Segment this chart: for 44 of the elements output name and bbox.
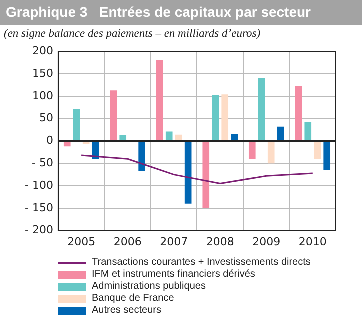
bar <box>258 78 266 140</box>
y-tick-label: 0 <box>46 134 54 148</box>
bar <box>248 142 256 160</box>
x-tick-label: 2007 <box>160 235 188 248</box>
x-tick-label: 2010 <box>298 235 327 248</box>
y-tick-label: - 200 <box>24 224 54 237</box>
y-tick-label: - 100 <box>24 178 54 192</box>
bar <box>138 142 146 172</box>
bar <box>184 142 192 204</box>
x-tick-label: 2005 <box>68 235 96 248</box>
bar <box>110 90 118 140</box>
bar <box>222 94 229 140</box>
bar <box>166 132 173 140</box>
legend-label: Administrations publiques <box>92 281 206 293</box>
bar <box>231 134 238 140</box>
bar <box>82 142 90 144</box>
bar <box>295 86 302 140</box>
y-tick-label: 50 <box>39 112 54 125</box>
y-tick-label: 150 <box>32 66 54 80</box>
x-tick-label: 2006 <box>114 235 142 248</box>
y-tick-label: 100 <box>32 89 54 102</box>
bar <box>175 134 182 140</box>
bar <box>202 142 210 208</box>
y-tick-label: - 50 <box>32 156 54 170</box>
bar <box>156 60 164 140</box>
bar <box>324 142 331 170</box>
legend-label: IFM et instruments financiers dérivés <box>92 269 256 281</box>
x-tick-label: 2009 <box>252 235 281 248</box>
legend-label: Banque de France <box>92 293 174 305</box>
bar <box>73 108 80 140</box>
y-tick-label: - 150 <box>24 201 54 214</box>
bar <box>314 142 322 160</box>
bar <box>120 135 127 140</box>
chart-title: Graphique 3 Entrées de capitaux par secteur <box>0 0 362 25</box>
chart-subtitle: (en signe balance des paiements – en milliards d’euros) <box>3 27 262 40</box>
legend-label: Transactions courantes + Investissements directs <box>92 257 311 269</box>
bar <box>304 122 312 140</box>
legend-label: Autres secteurs <box>92 305 162 317</box>
bar <box>268 142 275 164</box>
bar <box>212 96 220 140</box>
y-tick-label: 200 <box>32 44 54 58</box>
x-tick-label: 2008 <box>206 235 234 248</box>
bar <box>277 126 284 140</box>
bar <box>64 142 71 147</box>
